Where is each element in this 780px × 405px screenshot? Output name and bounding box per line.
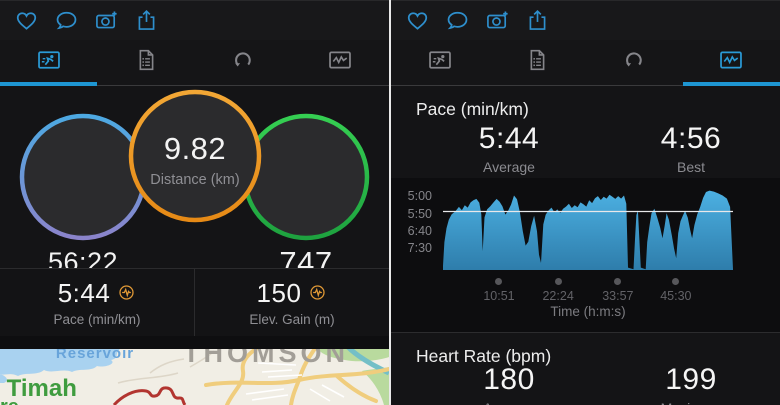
totals-circles: 56:22 Time 9.82 Distance (km) 747 Calori…	[0, 86, 389, 302]
add-photo-button[interactable]	[94, 8, 119, 33]
hr-average-label: Average	[424, 400, 594, 405]
camera-plus-icon	[485, 8, 510, 33]
charts-icon	[718, 47, 744, 78]
tab-activity[interactable]	[391, 40, 488, 85]
notes-icon	[133, 47, 159, 78]
comment-button[interactable]	[54, 8, 79, 33]
x-tick-dot	[554, 278, 562, 285]
pace-stat: 5:44 Pace (min/km)	[0, 269, 194, 336]
x-tick: 22:24	[526, 278, 590, 303]
hr-average-metric: 180 Average	[424, 363, 594, 405]
speech-bubble-icon	[445, 8, 470, 33]
map-roads	[204, 349, 389, 405]
share-icon	[525, 8, 550, 33]
pace-average-label: Average	[483, 159, 535, 175]
y-tick-label: 6:40	[407, 223, 432, 238]
pace-chart-x-axis: 10:51 22:24 33:57 45:30	[443, 278, 733, 310]
pace-chart-y-axis: 5:00 5:50 6:40 7:30	[391, 185, 437, 270]
pace-best-metric: 4:56 Best	[606, 122, 776, 175]
x-tick-dot	[614, 278, 622, 285]
comment-button[interactable]	[445, 8, 470, 33]
pace-average-value: 5:44	[478, 122, 540, 155]
x-tick: 33:57	[586, 278, 650, 303]
pace-stat-value: 5:44	[57, 278, 111, 308]
pace-best-label: Best	[676, 159, 705, 175]
y-tick-label: 7:30	[407, 241, 432, 256]
notes-icon	[524, 47, 550, 78]
tab-laps[interactable]	[195, 40, 292, 85]
active-tab-underline	[682, 82, 780, 86]
x-tick-dot	[672, 278, 680, 285]
tab-laps[interactable]	[586, 40, 683, 85]
map-streets	[245, 362, 345, 402]
x-tick-label: 45:30	[660, 289, 692, 303]
x-tick-label: 33:57	[602, 289, 634, 303]
activity-snapshot-icon	[427, 47, 453, 78]
x-tick-label: 22:24	[542, 289, 574, 303]
elev-gain-label: Elev. Gain (m)	[249, 312, 335, 327]
action-bar	[391, 0, 780, 40]
x-tick: 10:51	[467, 278, 531, 303]
elev-source-icon	[308, 278, 327, 309]
stats-row: 5:44 Pace (min/km) 150 Elev. Gain (m)	[0, 268, 389, 336]
section-divider	[391, 332, 780, 333]
pace-section-title: Pace (min/km)	[416, 99, 529, 119]
share-icon	[134, 8, 159, 33]
share-button[interactable]	[525, 8, 550, 33]
hr-maximum-label: Maximum	[606, 400, 776, 405]
x-tick: 45:30	[644, 278, 708, 303]
y-tick-label: 5:00	[407, 189, 432, 204]
tab-charts[interactable]	[682, 40, 780, 86]
laps-icon	[621, 47, 647, 78]
share-button[interactable]	[134, 8, 159, 33]
heart-rate-section-title: Heart Rate (bpm)	[416, 346, 552, 366]
map-area-fragment: re	[0, 396, 19, 405]
tab-bar	[0, 40, 389, 86]
heart-icon	[14, 8, 39, 33]
active-tab-underline	[0, 82, 98, 86]
charts-icon	[327, 47, 353, 78]
pace-chart: 5:00 5:50 6:40 7:30 10:51 22:24 33:57 45:30 Ti…	[391, 178, 780, 332]
elev-gain-stat: 150 Elev. Gain (m)	[194, 269, 389, 336]
pace-chart-plot[interactable]	[443, 185, 733, 270]
x-axis-title: Time (h:m:s)	[550, 304, 626, 319]
x-tick-dot	[495, 278, 503, 285]
x-tick-label: 10:51	[483, 289, 515, 303]
map-area-label: t Timah	[0, 375, 77, 402]
pace-source-icon	[117, 278, 136, 309]
heart-icon	[405, 8, 430, 33]
tab-notes[interactable]	[97, 40, 194, 85]
y-tick-label: 5:50	[407, 206, 432, 221]
screens-divider	[389, 0, 391, 405]
tab-bar	[391, 40, 780, 86]
pace-best-value: 4:56	[660, 122, 722, 155]
hr-average-value: 180	[483, 363, 535, 396]
hr-maximum-metric: 199 Maximum	[606, 363, 776, 405]
tab-notes[interactable]	[488, 40, 585, 85]
map-route-line	[112, 386, 187, 405]
pace-average-metric: 5:44 Average	[424, 122, 594, 175]
camera-plus-icon	[94, 8, 119, 33]
laps-icon	[230, 47, 256, 78]
speech-bubble-icon	[54, 8, 79, 33]
charts-screen: Pace (min/km) 5:44 Average 4:56 Best 5:0…	[391, 0, 780, 405]
add-photo-button[interactable]	[485, 8, 510, 33]
map-district-label: THOMSON	[183, 349, 349, 368]
activity-snapshot-icon	[36, 47, 62, 78]
map-water	[0, 349, 120, 376]
action-bar	[0, 0, 389, 40]
tab-charts[interactable]	[292, 40, 389, 85]
summary-screen: 56:22 Time 9.82 Distance (km) 747 Calori…	[0, 0, 389, 405]
map-reservoir-label: Reservoir	[56, 349, 134, 362]
tab-activity[interactable]	[0, 40, 98, 86]
pace-stat-label: Pace (min/km)	[53, 312, 141, 327]
route-map-thumbnail[interactable]: Reservoir THOMSON t Timah re	[0, 349, 389, 405]
pace-area-series	[443, 190, 733, 270]
hr-maximum-value: 199	[665, 363, 717, 396]
elev-gain-value: 150	[256, 278, 302, 308]
favorite-button[interactable]	[14, 8, 39, 33]
favorite-button[interactable]	[405, 8, 430, 33]
totals-rings	[19, 89, 370, 241]
